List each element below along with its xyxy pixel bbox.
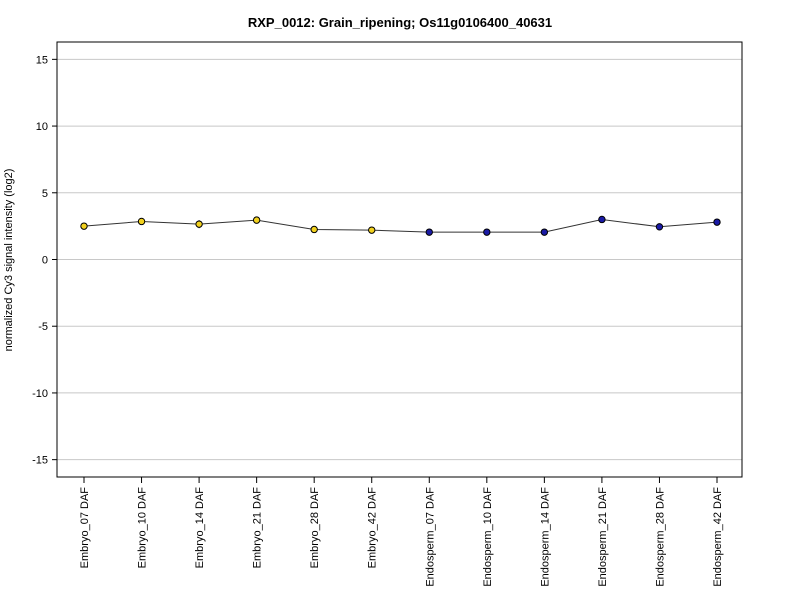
data-point (252, 216, 261, 224)
grid-lines (57, 58, 742, 461)
x-tick-label: Embryo_21 DAF (252, 487, 264, 569)
data-point (195, 220, 203, 228)
y-tick-label: 5 (42, 188, 48, 200)
x-tick-label: Endosperm_28 DAF (654, 487, 666, 587)
y-tick-label: -15 (32, 455, 48, 467)
data-point (425, 228, 433, 236)
x-tick-label: Endosperm_21 DAF (597, 487, 609, 587)
y-tick-label: -10 (32, 388, 48, 400)
x-tick-label: Embryo_10 DAF (137, 487, 149, 569)
y-tick-label: 0 (42, 255, 48, 267)
data-point (655, 223, 664, 231)
x-tick-label: Embryo_14 DAF (194, 487, 206, 569)
chart-title: RXP_0012: Grain_ripening; Os11g0106400_4… (248, 15, 552, 30)
data-point (310, 225, 318, 234)
x-axis: Embryo_07 DAF Embryo_10 DAF Embryo_14 DAF E… (79, 477, 724, 587)
data-point (483, 228, 491, 236)
data-point (368, 226, 376, 234)
x-tick-label: Endosperm_07 DAF (424, 487, 436, 587)
y-tick-label: 10 (36, 121, 48, 133)
x-tick-label: Embryo_28 DAF (309, 487, 321, 569)
y-axis-label: normalized Cy3 signal intensity (log2) (3, 169, 15, 352)
data-point (540, 228, 549, 236)
data-points (80, 215, 721, 236)
data-point (80, 222, 88, 230)
data-point (598, 215, 606, 224)
series-polyline (83, 218, 718, 233)
y-axis: -15 -10 -5 0 5 10 15 (32, 54, 57, 467)
x-tick-label: Endosperm_14 DAF (539, 487, 551, 587)
y-tick-label: 15 (36, 54, 48, 66)
x-tick-label: Endosperm_42 DAF (712, 487, 724, 587)
x-tick-label: Embryo_42 DAF (367, 487, 379, 569)
x-tick-label: Endosperm_10 DAF (482, 487, 494, 587)
data-point (137, 217, 146, 226)
series-line (83, 218, 718, 233)
x-tick-label: Embryo_07 DAF (79, 487, 91, 569)
y-tick-label: -5 (38, 321, 48, 333)
data-point (713, 218, 721, 226)
